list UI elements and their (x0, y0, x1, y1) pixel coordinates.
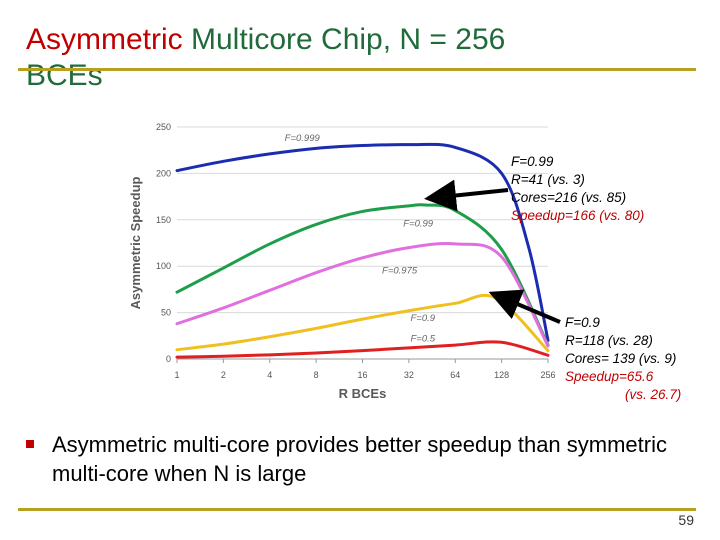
series-label: F=0.5 (411, 333, 436, 344)
x-tick-label: 128 (494, 370, 509, 380)
annotation-f09: F=0.9 R=118 (vs. 28) Cores= 139 (vs. 9) … (565, 314, 681, 404)
x-tick-label: 256 (540, 370, 555, 380)
annotation-f099-line3: Cores=216 (vs. 85) (511, 190, 627, 205)
annotation-f099-line1: F=0.99 (511, 154, 554, 169)
series-line-F09 (175, 293, 550, 353)
series-line-F05 (175, 340, 550, 359)
annotation-f09-line3: Cores= 139 (vs. 9) (565, 351, 677, 366)
title-line2: BCEs (26, 59, 103, 92)
arrow-f099-optimum (424, 179, 509, 212)
annotation-f099: F=0.99 R=41 (vs. 3) Cores=216 (vs. 85) S… (511, 153, 644, 225)
title-main: Multicore Chip, N = 256 (182, 23, 506, 56)
y-tick-label: 0 (166, 354, 171, 364)
annotation-f09-line2: R=118 (vs. 28) (565, 333, 653, 348)
annotation-f09-line1: F=0.9 (565, 315, 600, 330)
bullet-text: Asymmetric multi-core provides better sp… (52, 432, 667, 486)
arrow-f09-optimum (488, 289, 561, 324)
title-accent: Asymmetric (26, 23, 183, 56)
y-axis-title: Asymmetric Speedup (128, 176, 143, 309)
bullet-marker (26, 440, 34, 448)
footer-divider (18, 508, 696, 511)
page-number: 59 (678, 512, 694, 528)
series-line-F0975 (175, 242, 550, 348)
y-tick-label: 200 (156, 168, 171, 178)
x-tick-label: 1 (174, 370, 179, 380)
x-tick-label: 4 (267, 370, 272, 380)
series-label: F=0.99 (403, 218, 434, 229)
x-axis-title: R BCEs (339, 386, 387, 401)
title-divider (18, 68, 696, 71)
annotation-f099-line2: R=41 (vs. 3) (511, 172, 585, 187)
series-label: F=0.999 (285, 133, 321, 144)
x-tick-label: 8 (314, 370, 319, 380)
series-label: F=0.9 (411, 313, 436, 324)
y-tick-label: 100 (156, 261, 171, 271)
annotation-f099-line4: Speedup=166 (vs. 80) (511, 208, 645, 223)
x-tick-label: 32 (404, 370, 414, 380)
x-tick-label: 16 (357, 370, 367, 380)
slide-title: Asymmetric Multicore Chip, N = 256 BCEs (26, 22, 686, 94)
series-line-F0999 (175, 142, 550, 342)
x-tick-label: 64 (450, 370, 460, 380)
y-tick-label: 50 (161, 308, 171, 318)
annotation-f09-line5: (vs. 26.7) (625, 387, 682, 402)
series-label: F=0.975 (382, 266, 418, 277)
y-tick-label: 150 (156, 215, 171, 225)
annotation-f09-line4: Speedup=65.6 (565, 369, 654, 384)
y-tick-label: 250 (156, 122, 171, 132)
x-tick-label: 2 (221, 370, 226, 380)
series-line-F099 (175, 203, 550, 347)
